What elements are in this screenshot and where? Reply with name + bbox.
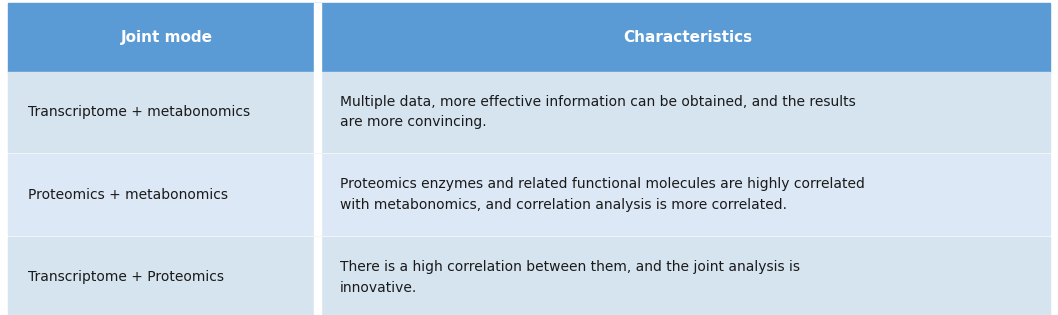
Text: Proteomics enzymes and related functional molecules are highly correlated
with m: Proteomics enzymes and related functiona…	[340, 177, 864, 212]
Bar	[314, 72, 321, 152]
Text: Multiple data, more effective information can be obtained, and the results
are m: Multiple data, more effective informatio…	[340, 95, 855, 129]
Bar	[8, 3, 1050, 72]
Text: There is a high correlation between them, and the joint analysis is
innovative.: There is a high correlation between them…	[340, 260, 800, 295]
Bar	[314, 237, 321, 315]
Text: Joint mode: Joint mode	[122, 30, 213, 45]
Bar	[314, 154, 321, 235]
Bar	[8, 72, 1050, 152]
Text: Proteomics + metabonomics: Proteomics + metabonomics	[28, 188, 227, 202]
Bar	[8, 154, 1050, 235]
Text: Transcriptome + metabonomics: Transcriptome + metabonomics	[28, 105, 250, 119]
Bar	[8, 237, 1050, 315]
Text: Transcriptome + Proteomics: Transcriptome + Proteomics	[28, 270, 223, 284]
Text: Characteristics: Characteristics	[623, 30, 752, 45]
Bar	[314, 3, 321, 72]
